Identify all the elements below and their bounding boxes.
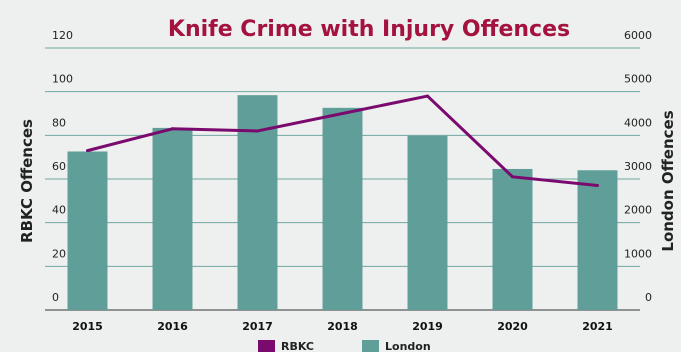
right-tick-label: 3000 (624, 160, 652, 173)
x-axis-ticks: 2015 2016 2017 2018 2019 2020 2021 (72, 320, 613, 333)
x-tick-label: 2015 (72, 320, 103, 333)
line-series-rbkc (86, 94, 599, 188)
legend-swatch-rbkc (258, 340, 275, 352)
left-tick-label: 100 (52, 73, 73, 86)
x-tick-label: 2016 (157, 320, 188, 333)
x-tick-label: 2020 (497, 320, 528, 333)
right-tick-label: 0 (645, 291, 652, 304)
chart-title: Knife Crime with Injury Offences (168, 17, 570, 42)
legend-swatch-london (362, 340, 379, 352)
point-rbkc (256, 129, 259, 133)
bar-london (152, 127, 193, 310)
x-tick-label: 2018 (327, 320, 358, 333)
left-tick-label: 60 (52, 160, 66, 173)
point-rbkc (511, 175, 514, 179)
right-tick-label: 2000 (624, 204, 652, 217)
bar-london (407, 135, 448, 310)
legend: RBKC London (258, 340, 431, 352)
legend-label-london: London (385, 340, 431, 352)
bar-london (322, 107, 363, 310)
left-tick-label: 80 (52, 116, 66, 129)
point-rbkc (596, 184, 599, 188)
point-rbkc (341, 112, 344, 115)
left-axis-ticks: 0 20 40 60 80 100 120 (52, 29, 73, 304)
bar-series-london (67, 95, 618, 310)
left-axis-title: RBKC Offences (18, 119, 36, 243)
x-tick-label: 2017 (242, 320, 273, 333)
bar-london (492, 168, 533, 310)
left-tick-label: 20 (52, 247, 66, 260)
right-axis-ticks: 0 1000 2000 3000 4000 5000 6000 (624, 29, 652, 304)
left-tick-label: 40 (52, 204, 66, 217)
point-rbkc (86, 149, 89, 153)
x-tick-label: 2021 (582, 320, 613, 333)
left-tick-label: 120 (52, 29, 73, 42)
bar-london (577, 170, 618, 310)
point-rbkc (426, 94, 429, 98)
right-tick-label: 4000 (624, 116, 652, 129)
left-tick-label: 0 (52, 291, 59, 304)
right-tick-label: 6000 (624, 29, 652, 42)
right-axis-title: London Offences (659, 110, 677, 251)
x-tick-label: 2019 (412, 320, 443, 333)
right-tick-label: 5000 (624, 73, 652, 86)
bar-london (67, 151, 108, 310)
point-rbkc (171, 127, 174, 131)
legend-label-rbkc: RBKC (281, 340, 314, 352)
right-tick-label: 1000 (624, 247, 652, 260)
